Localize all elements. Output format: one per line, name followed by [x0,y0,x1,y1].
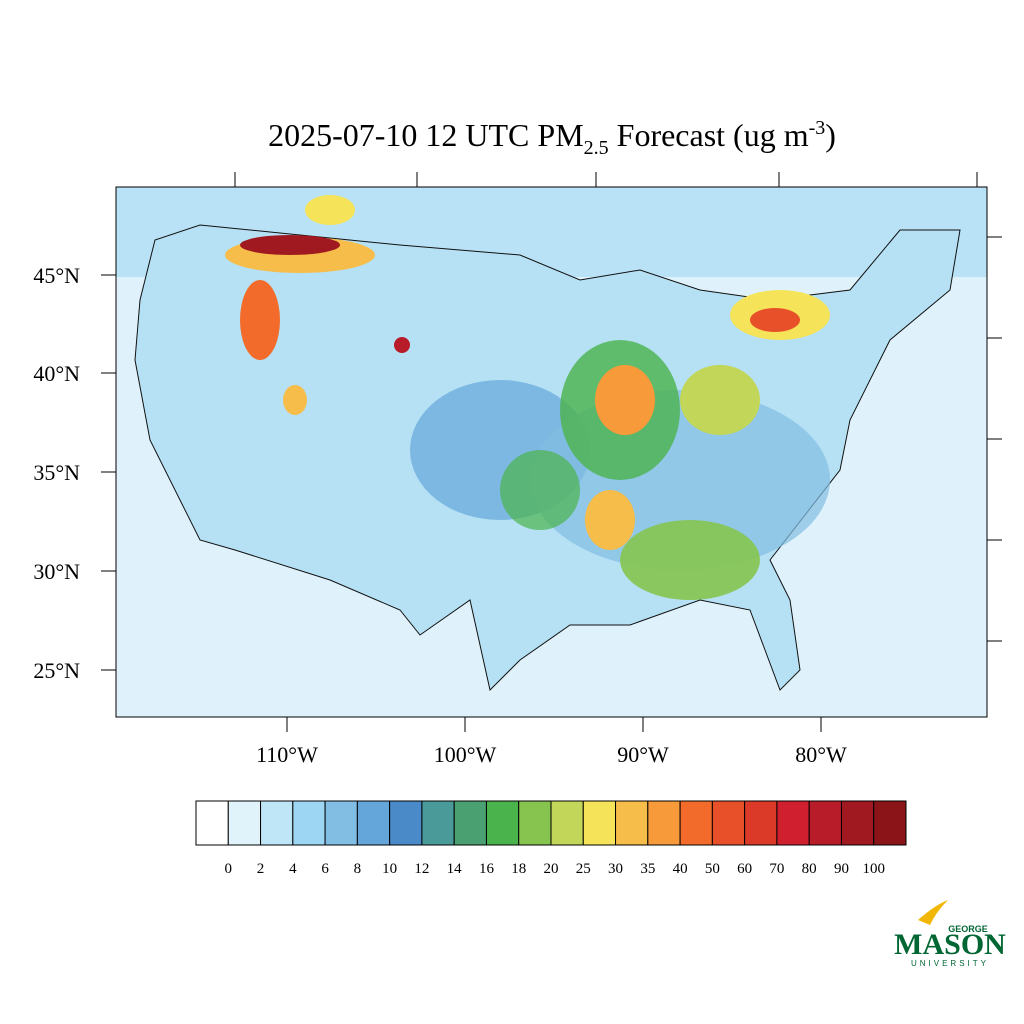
colorbar-label: 60 [737,861,752,877]
colorbar-label: 90 [834,861,849,877]
color-box [711,800,746,846]
colorbar-label: 30 [608,861,623,877]
color-box [840,800,875,846]
color-box [389,800,423,846]
lat-label: 35°N [33,460,80,485]
color-box [356,800,391,846]
colorbar-label: 4 [289,861,297,877]
colorbar-label: 8 [354,861,362,877]
title-superscript: -3 [809,117,826,139]
color-box [227,800,262,846]
colorbar-label: 40 [673,861,688,877]
color-box [485,800,520,846]
colorbar-label: 35 [640,861,655,877]
colorbar-label: 80 [802,861,817,877]
map-frame [115,186,988,718]
colorbar-label: 6 [321,861,329,877]
lat-label: 25°N [33,658,80,683]
pollution-blobs [225,195,830,600]
title: 2025-07-10 12 UTC PM2.5 Forecast (ug m-3… [268,117,836,159]
title-middle: Forecast (ug m [609,117,809,153]
logo-top: GEORGE [948,924,988,934]
lon-label: 100°W [434,742,497,767]
color-box [808,800,842,846]
map: 45°N 40°N 35°N 30°N 25°N 110°W 100°W 90°W 80°W [33,172,1002,767]
colorbar-label: 10 [382,861,397,877]
colorbar-label: 50 [705,861,720,877]
color-box [615,800,649,846]
color-box [453,800,487,846]
color-box [679,800,713,846]
colorbar-label: 25 [576,861,591,877]
title-subscript: 2.5 [584,137,609,159]
color-box [421,800,455,846]
colorbar-label: 14 [447,861,463,877]
color-box [260,800,294,846]
lon-label: 90°W [617,742,669,767]
logo-flame [918,900,948,925]
colorbar-label: 100 [862,861,885,877]
colorbar: 0 2 4 6 8 10 12 14 16 18 20 25 30 35 40 50 60 70 80 90 100 [195,800,907,877]
colorbar-label: 70 [769,861,784,877]
axis-labels: 45°N 40°N 35°N 30°N 25°N 110°W 100°W 90°W 80°W [33,263,847,767]
title-suffix: ) [825,117,836,153]
color-box [873,800,907,846]
lon-label: 110°W [256,742,318,767]
lat-label: 45°N [33,263,80,288]
title-prefix: 2025-07-10 12 UTC PM [268,117,584,153]
color-box [324,800,358,846]
colorbar-label: 16 [479,861,495,877]
colorbar-label: 12 [414,861,429,877]
colorbar-label: 2 [257,861,265,877]
color-box [195,800,229,846]
color-box [647,800,681,846]
colorbar-label: 0 [225,861,233,877]
color-box [776,800,810,846]
color-box [518,800,552,846]
color-box [550,800,584,846]
lat-label: 40°N [33,361,80,386]
color-box [582,800,617,846]
logo-bottom: UNIVERSITY [911,959,989,968]
color-box [292,800,326,846]
colorbar-label: 18 [511,861,526,877]
colorbar-label: 20 [544,861,559,877]
logo-main: MASON [894,928,1006,961]
frame-ticks [101,172,1002,732]
lon-label: 80°W [795,742,847,767]
lat-label: 30°N [33,559,80,584]
logo: GEORGE MASON UNIVERSITY [894,900,1006,968]
color-box [744,800,778,846]
